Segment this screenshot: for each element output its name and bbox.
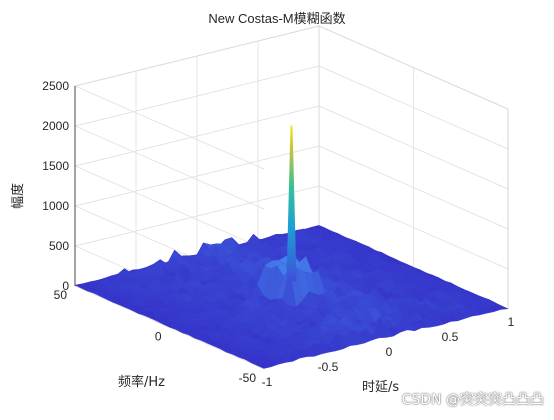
x-axis-label: 时延/s [362,380,399,395]
x-tick-label: 1 [508,315,515,329]
main-peak [286,125,297,282]
z-tick-label: 2000 [42,119,69,133]
surface-cell [257,362,272,369]
z-gridline-left [74,125,265,210]
x-tick-label: -1 [262,375,273,389]
z-gridline-left [74,85,265,170]
y-axis-label: 频率/Hz [118,374,165,390]
watermark: CSDN @突突突凸凸凸 [401,392,544,408]
z-tick-label: 1000 [42,199,69,213]
x-tick-labels: -1 -0.5 0 0.5 1 [262,315,515,389]
surface [74,225,509,369]
z-gridline-left [74,285,265,370]
z-axis-label: 幅度 [10,183,26,209]
x-tick-label: 0.5 [442,330,459,344]
z-tick-label: 0 [62,279,69,293]
z-tick-labels: 0 500 1000 1500 2000 2500 [42,79,69,293]
y-tick-label: 0 [155,330,162,344]
chart-title: New Costas-M模糊函数 [208,11,346,26]
y-tick-labels: -50 0 50 [54,288,257,385]
z-tick-label: 2500 [42,79,69,93]
z-gridline-left [74,165,265,250]
y-tick-label: -50 [239,371,257,385]
x-tick-label: -0.5 [318,360,339,374]
z-tick-label: 1500 [42,159,69,173]
z-tick-label: 500 [49,239,69,253]
x-tick-label: 0 [386,345,393,359]
y-tick-label: 50 [54,288,68,302]
peak-spike [286,125,297,282]
